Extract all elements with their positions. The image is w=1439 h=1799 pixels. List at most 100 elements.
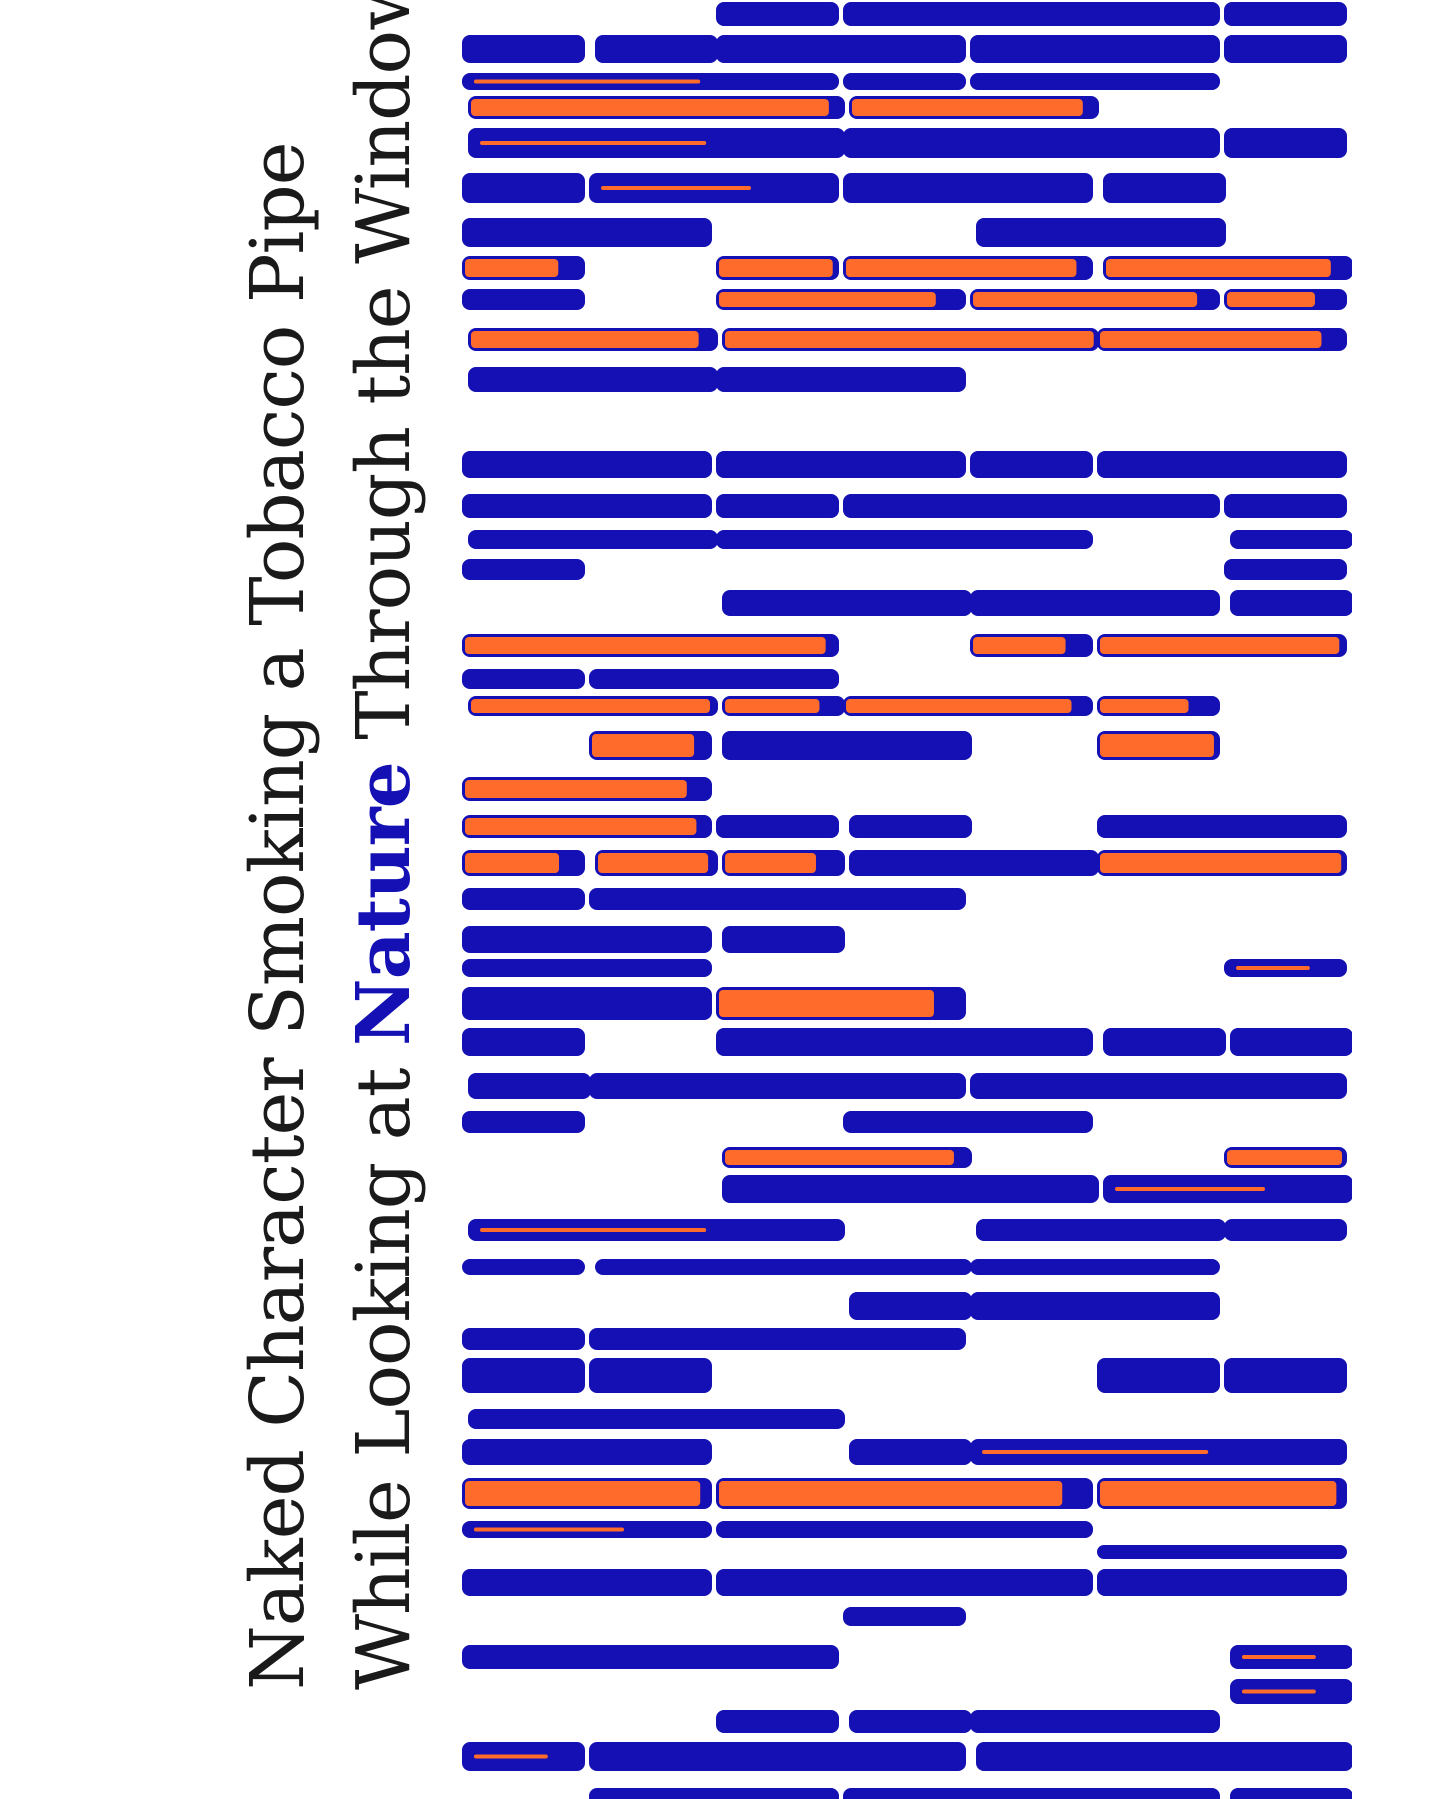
pattern-bar-highlight bbox=[846, 259, 1077, 277]
pattern-bar bbox=[849, 815, 972, 838]
pattern-bar bbox=[1097, 1569, 1347, 1596]
title-line-2-end: Through the Window bbox=[341, 0, 427, 763]
pattern-bar-streak bbox=[474, 79, 701, 84]
pattern-bar-streak bbox=[480, 1228, 707, 1232]
pattern-bar bbox=[716, 1028, 1093, 1056]
pattern-bar bbox=[716, 815, 839, 838]
pattern-bar-highlight bbox=[846, 699, 1072, 713]
pattern-bar bbox=[589, 1742, 966, 1771]
pattern-bar bbox=[462, 1645, 839, 1669]
pattern-bar bbox=[1230, 530, 1352, 549]
pattern-bar bbox=[1097, 451, 1347, 478]
pattern-bar bbox=[849, 1292, 972, 1320]
pattern-bar bbox=[1097, 1358, 1220, 1393]
pattern-bar bbox=[1224, 559, 1347, 580]
pattern-bar bbox=[716, 494, 839, 518]
pattern-bar bbox=[1224, 2, 1347, 26]
pattern-bar bbox=[462, 1328, 585, 1350]
pattern-bar bbox=[462, 173, 585, 203]
pattern-bar bbox=[970, 1710, 1220, 1733]
pattern-bar-highlight bbox=[1100, 637, 1340, 654]
title-line-1: Naked Character Smoking a Tobacco Pipe bbox=[235, 142, 321, 1690]
pattern-bar-streak bbox=[474, 1754, 548, 1759]
pattern-bar bbox=[462, 1569, 712, 1596]
pattern-bar bbox=[589, 1328, 966, 1350]
pattern-bar bbox=[722, 926, 845, 953]
pattern-bar bbox=[976, 1219, 1226, 1241]
pattern-bar-highlight bbox=[1100, 331, 1322, 348]
pattern-bar bbox=[1224, 494, 1347, 518]
pattern-bar-highlight bbox=[471, 331, 699, 348]
pattern-bar bbox=[1230, 590, 1352, 616]
pattern-bar-streak bbox=[1236, 966, 1310, 970]
pattern-bar bbox=[462, 1439, 712, 1465]
pattern-bar bbox=[716, 1569, 1093, 1596]
pattern-bar bbox=[849, 1439, 972, 1465]
pattern-bar bbox=[595, 1259, 972, 1275]
pattern-bar-highlight bbox=[1100, 1481, 1337, 1506]
pattern-bar-streak bbox=[1242, 1655, 1316, 1659]
pattern-bar-highlight bbox=[719, 259, 833, 277]
pattern-bar-highlight bbox=[725, 1150, 954, 1165]
pattern-bar bbox=[462, 669, 585, 689]
pattern-bar bbox=[589, 888, 966, 910]
poster-title: Naked Character Smoking a Tobacco Pipe W… bbox=[225, 0, 437, 1690]
pattern-bar bbox=[970, 1292, 1220, 1320]
pattern-bar bbox=[843, 2, 1220, 26]
pattern-bar bbox=[1097, 815, 1347, 838]
pattern-bar-highlight bbox=[465, 637, 826, 654]
pattern-bar bbox=[970, 1259, 1220, 1275]
pattern-bar bbox=[970, 1073, 1347, 1099]
pattern-bar bbox=[462, 926, 712, 953]
pattern-bar bbox=[468, 530, 718, 549]
pattern-bar-highlight bbox=[1227, 1150, 1343, 1165]
pattern-bar bbox=[1103, 173, 1226, 203]
pattern-bar bbox=[849, 1710, 972, 1733]
pattern-bar bbox=[716, 1521, 1093, 1538]
title-accent-word: Nature bbox=[341, 762, 427, 1046]
pattern-bar-highlight bbox=[725, 331, 1094, 348]
pattern-bar-highlight bbox=[725, 853, 816, 873]
pattern-bar bbox=[843, 1111, 1093, 1133]
pattern-bar-highlight bbox=[471, 699, 710, 713]
pattern-bar-highlight bbox=[1100, 734, 1214, 757]
pattern-bar bbox=[716, 451, 966, 478]
pattern-bar bbox=[462, 451, 712, 478]
pattern-bar bbox=[716, 1710, 839, 1733]
pattern-bar-highlight bbox=[1100, 853, 1342, 873]
pattern-bar-highlight bbox=[973, 637, 1066, 654]
pattern-bar-highlight bbox=[719, 990, 934, 1017]
pattern-bar bbox=[843, 1788, 1220, 1799]
pattern-bar-streak bbox=[480, 141, 707, 145]
pattern-bar-highlight bbox=[719, 1481, 1063, 1506]
pattern-bar bbox=[462, 1111, 585, 1133]
pattern-bar bbox=[589, 1358, 712, 1393]
pattern-bar bbox=[849, 850, 1099, 876]
pattern-bar bbox=[468, 1409, 845, 1429]
pattern-bar-highlight bbox=[1227, 292, 1315, 307]
bar-pattern-artwork bbox=[462, 2, 1352, 1799]
pattern-bar bbox=[1224, 35, 1347, 63]
pattern-bar bbox=[843, 173, 1093, 203]
pattern-bar-highlight bbox=[465, 259, 559, 277]
pattern-bar bbox=[976, 1742, 1352, 1771]
pattern-bar bbox=[1224, 1219, 1347, 1241]
pattern-bar bbox=[1103, 1028, 1226, 1056]
pattern-bar bbox=[716, 35, 966, 63]
pattern-bar bbox=[716, 2, 839, 26]
pattern-bar bbox=[462, 559, 585, 580]
pattern-bar bbox=[462, 1028, 585, 1056]
pattern-bar bbox=[468, 367, 718, 392]
pattern-bar bbox=[843, 128, 1220, 158]
pattern-bar-streak bbox=[1242, 1689, 1316, 1694]
pattern-bar bbox=[1224, 128, 1347, 158]
title-line-2: While Looking at Nature Through the Wind… bbox=[331, 0, 437, 1690]
pattern-bar bbox=[970, 451, 1093, 478]
pattern-bar bbox=[462, 888, 585, 910]
pattern-bar bbox=[462, 289, 585, 310]
pattern-bar-highlight bbox=[471, 99, 829, 116]
pattern-bar-streak bbox=[474, 1527, 624, 1532]
pattern-bar bbox=[722, 590, 972, 616]
pattern-bar-highlight bbox=[973, 292, 1198, 307]
